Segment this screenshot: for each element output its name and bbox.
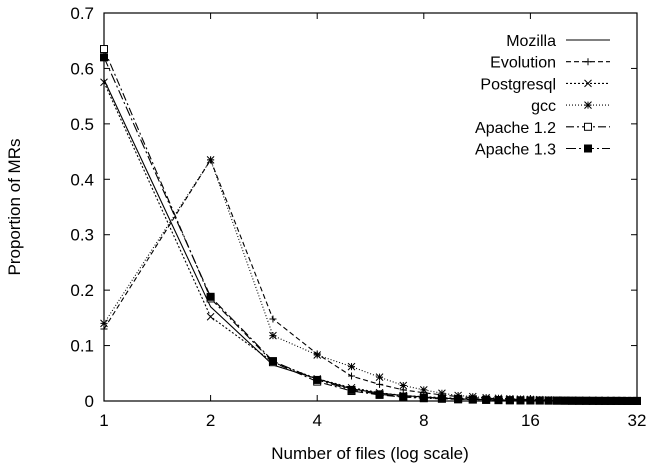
legend-marker (584, 58, 592, 66)
legend: Mozilla Evolution Postgresql gcc Apache 1.2 A… (475, 33, 610, 159)
x-axis-title: Number of files (log scale) (271, 444, 468, 463)
y-axis: 0 0.1 0.2 0.3 0.4 0.5 0.6 0.7 (70, 4, 637, 411)
legend-item-mozilla: Mozilla (506, 33, 610, 50)
data-point (376, 380, 384, 388)
x-tick-label: 2 (206, 411, 215, 430)
legend-item-gcc: gcc (531, 98, 610, 115)
series-apache-1-2 (100, 45, 641, 405)
series-layer (100, 45, 641, 405)
data-point (347, 385, 356, 394)
data-point (206, 312, 215, 321)
data-point (419, 386, 428, 394)
series-line-evolution (103, 158, 637, 402)
plot-frame (103, 12, 638, 402)
legend-label: gcc (531, 98, 556, 115)
series-postgresql (100, 78, 641, 405)
legend-label: Apache 1.3 (475, 142, 556, 159)
data-point (399, 392, 408, 401)
data-point (375, 373, 384, 382)
x-tick-label: 1 (99, 411, 108, 430)
data-point (494, 396, 503, 405)
series-gcc (100, 156, 641, 405)
data-point (575, 396, 584, 405)
x-tick-label: 4 (312, 411, 321, 430)
y-tick-label: 0.1 (70, 337, 94, 356)
y-tick-label: 0.7 (70, 4, 94, 23)
data-point (582, 396, 591, 405)
series-line-gcc (103, 158, 637, 402)
data-point (269, 331, 277, 340)
series-apache-1-3 (100, 53, 641, 405)
data-point (347, 362, 356, 371)
legend-label: Apache 1.2 (475, 120, 556, 137)
data-point (100, 45, 108, 54)
data-point (438, 389, 446, 398)
series-line-postgresql (103, 82, 637, 402)
data-point (526, 396, 535, 405)
series-mozilla (103, 79, 637, 402)
legend-marker (584, 144, 592, 153)
data-point (560, 396, 569, 405)
data-point (399, 381, 408, 390)
legend-item-evolution: Evolution (490, 55, 610, 72)
data-point (268, 357, 277, 366)
data-point (437, 394, 446, 403)
data-point (552, 396, 561, 405)
data-point (206, 156, 215, 164)
x-axis: 1 2 4 8 16 32 (99, 13, 646, 430)
data-point (100, 78, 108, 87)
data-point (544, 396, 553, 405)
data-point (100, 319, 108, 328)
x-tick-label: 16 (521, 411, 540, 430)
data-point (454, 395, 463, 404)
y-axis-title: Proportion of MRs (5, 139, 24, 276)
data-point (375, 390, 384, 399)
legend-marker (584, 122, 592, 131)
legend-item-apache-1-3: Apache 1.3 (475, 142, 610, 159)
y-tick-label: 0.3 (70, 226, 94, 245)
legend-label: Postgresql (480, 76, 556, 93)
legend-item-postgresql: Postgresql (480, 76, 610, 93)
y-tick-label: 0.4 (70, 170, 94, 189)
data-point (505, 396, 514, 405)
y-tick-label: 0.6 (70, 59, 94, 78)
data-point (633, 396, 641, 405)
data-point (568, 396, 577, 405)
data-point (206, 292, 215, 301)
legend-label: Mozilla (506, 33, 556, 50)
data-point (482, 395, 491, 404)
x-tick-label: 32 (628, 411, 647, 430)
legend-marker (584, 79, 592, 88)
data-point (348, 372, 356, 380)
legend-marker (584, 101, 592, 109)
data-point (313, 375, 322, 384)
legend-label: Evolution (490, 55, 556, 72)
series-evolution (100, 156, 641, 405)
series-line-apache-1-2 (103, 48, 637, 402)
data-point (468, 395, 477, 404)
data-point (269, 315, 277, 323)
y-tick-label: 0.2 (70, 281, 94, 300)
x-tick-label: 8 (419, 411, 428, 430)
series-line-mozilla (103, 79, 637, 402)
data-point (516, 396, 525, 405)
legend-item-apache-1-2: Apache 1.2 (475, 120, 610, 137)
data-point (535, 396, 544, 405)
data-point (313, 351, 322, 359)
data-point (419, 393, 428, 402)
data-point (100, 53, 108, 62)
y-tick-label: 0 (85, 392, 94, 411)
y-tick-label: 0.5 (70, 115, 94, 134)
series-line-apache-1-3 (103, 57, 637, 402)
